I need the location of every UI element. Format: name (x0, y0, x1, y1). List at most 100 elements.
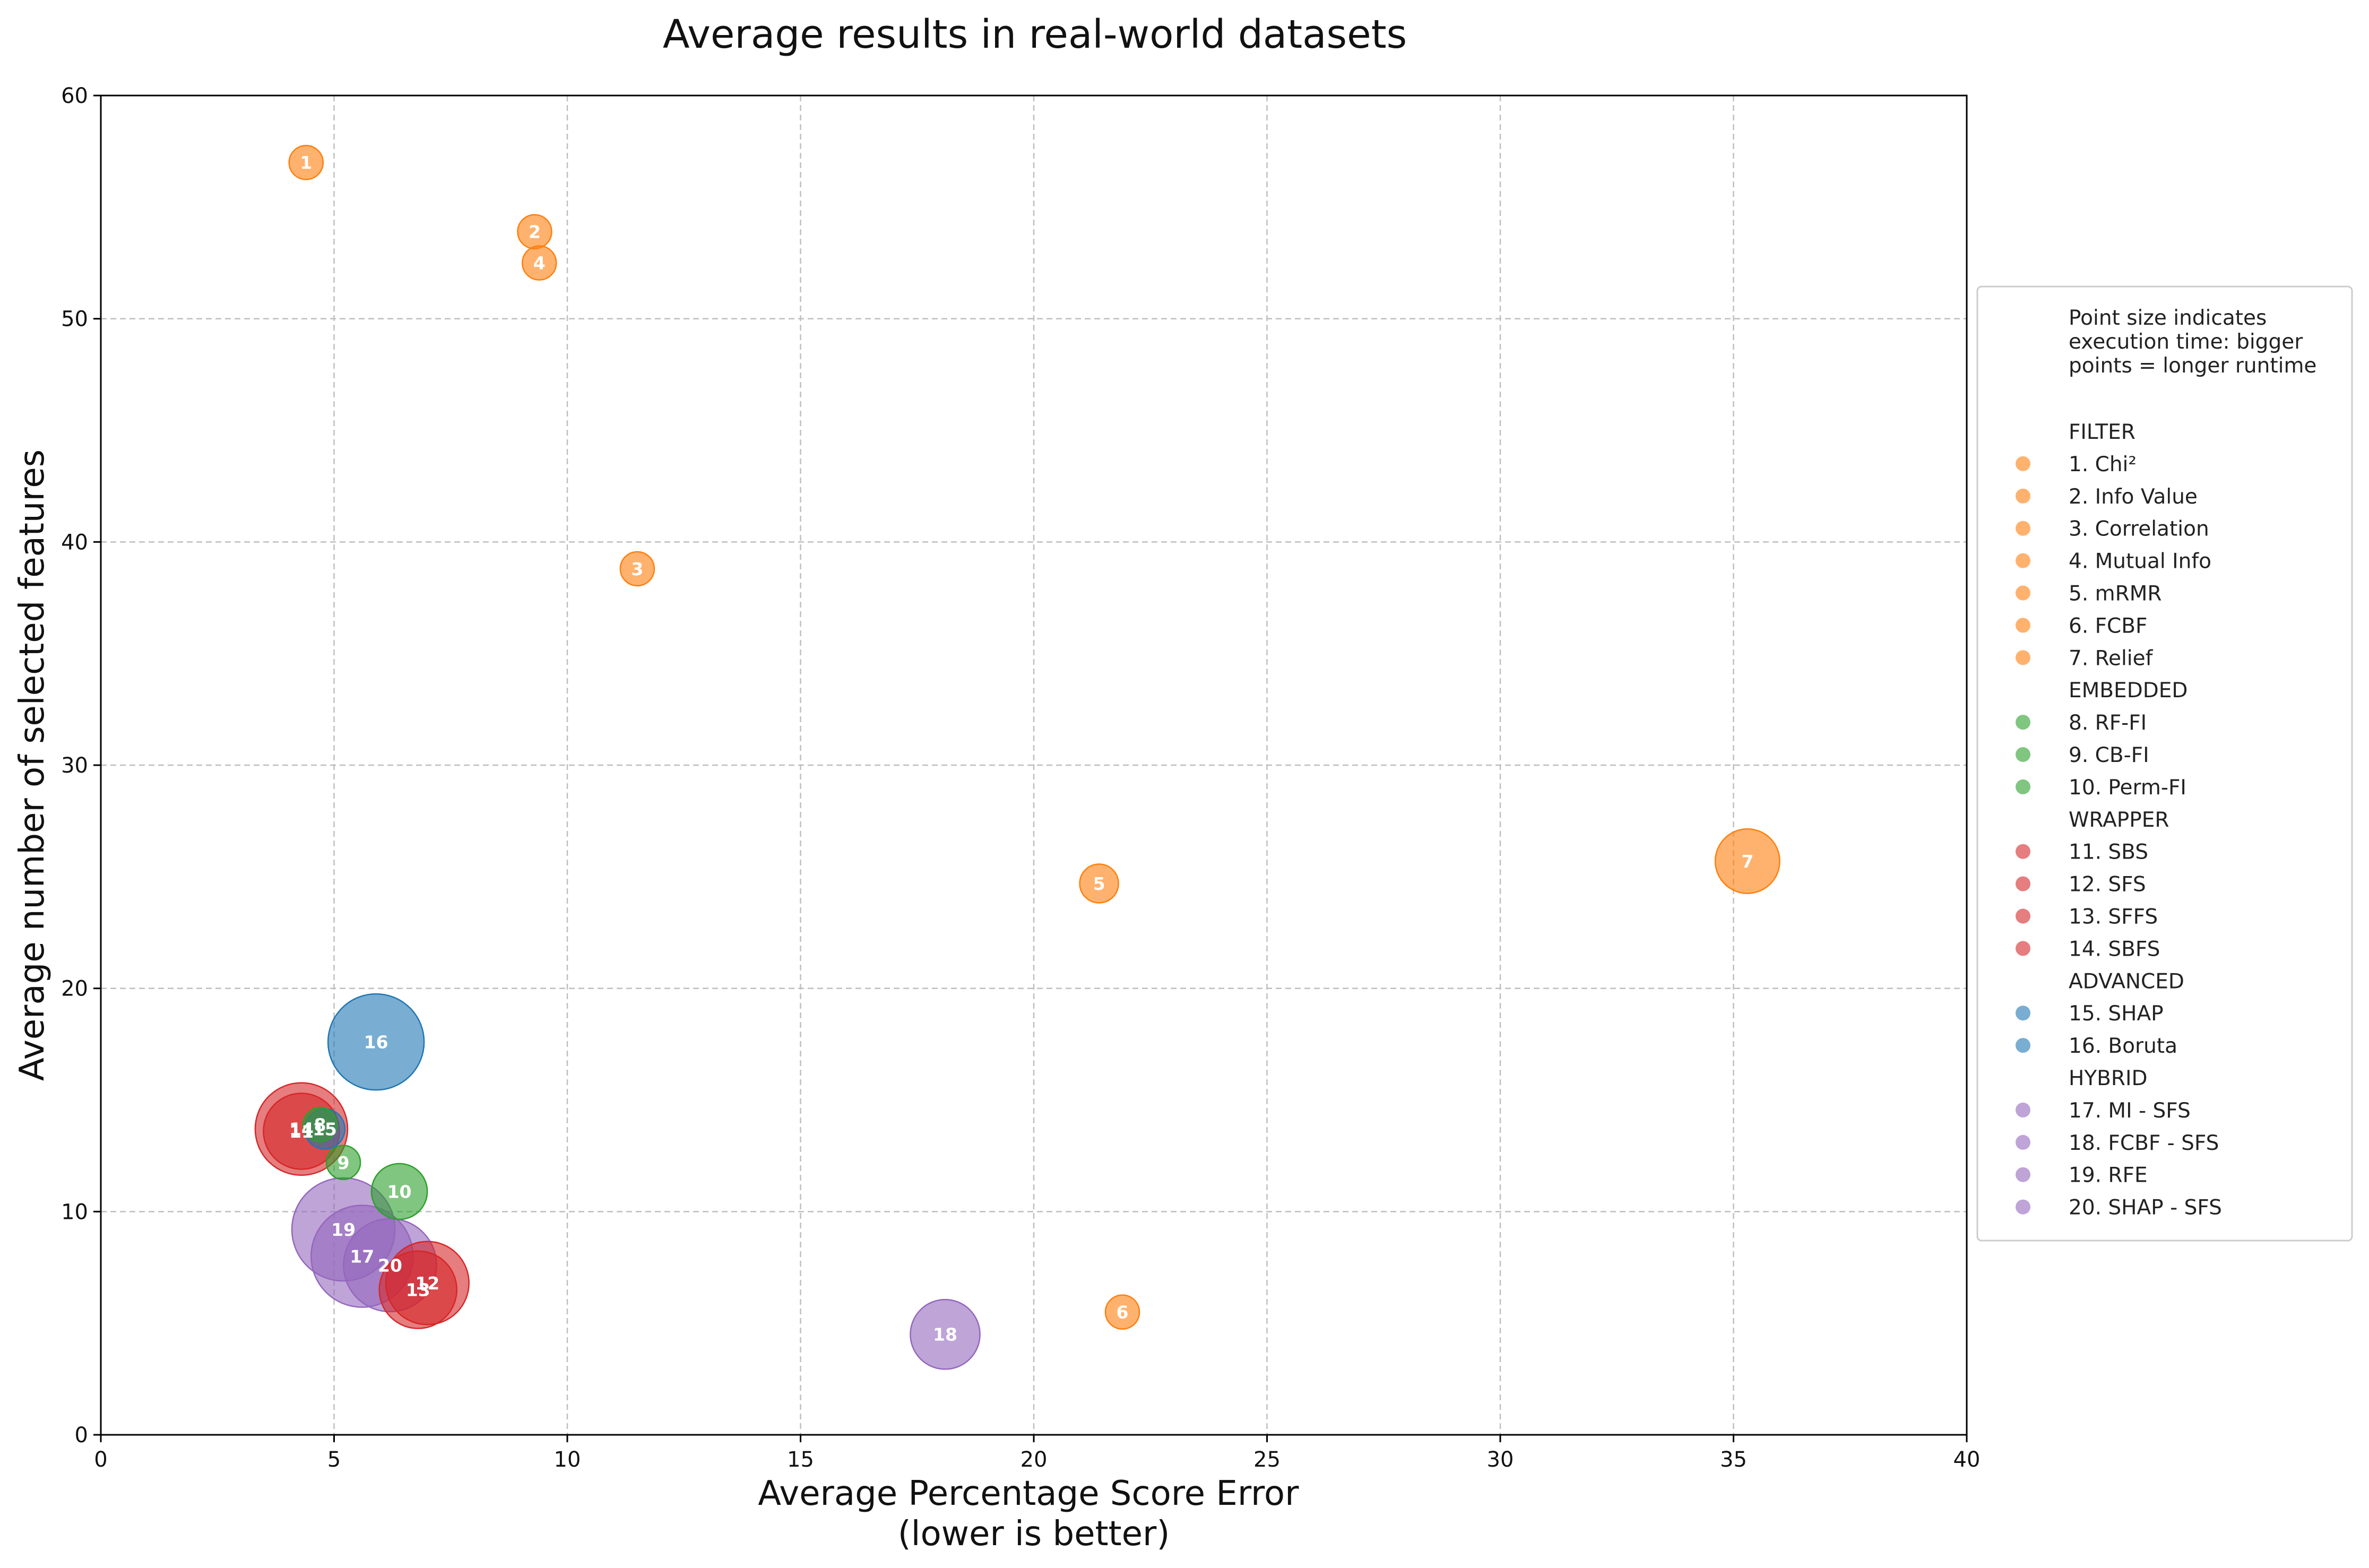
data-points (254, 144, 1780, 1370)
point-label-14: 14 (289, 1119, 314, 1140)
point-16 (327, 993, 425, 1091)
y-tick-label: 20 (61, 977, 88, 1001)
legend-marker (2016, 650, 2030, 665)
y-axis-label: Average number of selected features (13, 449, 52, 1081)
point-label-13: 13 (406, 1280, 430, 1301)
point-8 (302, 1107, 338, 1142)
legend-item: 5. mRMR (2069, 582, 2162, 606)
legend-item: 16. Boruta (2069, 1034, 2177, 1058)
legend-marker (2016, 1167, 2030, 1182)
legend-entries: FILTER 1. Chi² 2. Info Value 3. Correlation… (2016, 420, 2222, 1220)
legend-item: 11. SBS (2069, 841, 2148, 864)
point-5 (1079, 863, 1119, 904)
x-axis-label-line-1: Average Percentage Score Error (758, 1474, 1299, 1513)
x-tick-label: 40 (1953, 1448, 1981, 1472)
legend-marker (2016, 618, 2030, 633)
point-label-17: 17 (350, 1246, 374, 1267)
legend-item: 10. Perm-FI (2069, 776, 2186, 800)
legend-marker (2016, 941, 2030, 956)
legend-note-line: execution time: bigger (2069, 330, 2303, 354)
point-9 (325, 1145, 361, 1181)
y-tick-label: 30 (61, 753, 88, 778)
point-label-5: 5 (1093, 873, 1105, 894)
x-axis-label-line-2: (lower is better) (898, 1514, 1170, 1554)
legend-category-advanced: ADVANCED (2069, 969, 2184, 993)
legend-category-wrapper: WRAPPER (2069, 808, 2169, 832)
legend-note-line: points = longer runtime (2069, 354, 2316, 378)
y-tick-label: 40 (61, 530, 88, 555)
point-label-15: 15 (313, 1119, 337, 1140)
legend-marker (2016, 779, 2030, 794)
point-label-18: 18 (933, 1324, 957, 1345)
x-tick-label: 5 (327, 1448, 341, 1472)
point-label-20: 20 (378, 1255, 402, 1276)
y-tick-label: 0 (75, 1423, 88, 1448)
point-label-12: 12 (415, 1273, 439, 1294)
legend-marker (2016, 747, 2030, 762)
point-label-6: 6 (1117, 1302, 1129, 1323)
legend-note-text: Point size indicates execution time: bigg… (2069, 306, 2316, 378)
y-tick-label: 60 (61, 84, 88, 108)
point-1 (288, 144, 324, 180)
legend-category-filter: FILTER (2069, 420, 2135, 444)
legend-item: 3. Correlation (2069, 517, 2209, 541)
legend-marker (2016, 715, 2030, 730)
legend-marker (2016, 521, 2030, 536)
x-tick-label: 15 (787, 1448, 814, 1472)
y-tick-label: 50 (61, 307, 88, 332)
legend-item: 17. MI - SFS (2069, 1099, 2191, 1123)
point-label-2: 2 (529, 222, 541, 242)
point-7 (1714, 828, 1780, 894)
x-tick-label: 0 (94, 1448, 107, 1472)
point-label-7: 7 (1741, 851, 1753, 872)
legend-item: 7. Relief (2069, 646, 2154, 670)
point-label-16: 16 (364, 1032, 388, 1053)
legend-category-hybrid: HYBRID (2069, 1067, 2148, 1090)
legend-item: 1. Chi² (2069, 453, 2137, 477)
legend-item: 8. RF-FI (2069, 711, 2147, 735)
point-13 (378, 1250, 457, 1329)
legend-marker (2016, 488, 2030, 504)
point-label-3: 3 (631, 559, 643, 579)
x-tick-label: 25 (1253, 1448, 1281, 1472)
point-3 (619, 551, 655, 587)
legend-item: 2. Info Value (2069, 485, 2198, 509)
y-tick-label: 10 (61, 1200, 88, 1224)
point-18 (910, 1298, 981, 1370)
point-label-4: 4 (533, 253, 546, 274)
point-10 (370, 1163, 428, 1220)
legend-marker (2016, 1199, 2030, 1215)
point-label-1: 1 (300, 152, 312, 173)
legend-item: 14. SBFS (2069, 937, 2160, 961)
x-tick-label: 20 (1021, 1448, 1048, 1472)
legend-item: 19. RFE (2069, 1164, 2148, 1188)
legend-item: 20. SHAP - SFS (2069, 1196, 2222, 1220)
point-label-8: 8 (314, 1114, 326, 1135)
legend-note-line: Point size indicates (2069, 306, 2267, 330)
x-tick-label: 10 (554, 1448, 581, 1472)
legend-size-note: Point size indicates execution time: bigg… (2069, 306, 2316, 378)
x-tick-label: 30 (1487, 1448, 1514, 1472)
legend-item: 13. SFFS (2069, 905, 2158, 929)
legend-category-embedded: EMBEDDED (2069, 679, 2188, 703)
legend-marker (2016, 1006, 2030, 1021)
point-label-11: 11 (289, 1121, 314, 1142)
point-label-9: 9 (338, 1153, 350, 1173)
legend-item: 9. CB-FI (2069, 743, 2149, 767)
legend-item: 4. Mutual Info (2069, 550, 2211, 574)
legend-marker (2016, 844, 2030, 859)
legend-marker (2016, 1102, 2030, 1117)
x-axis-label: Average Percentage Score Error (lower is… (758, 1474, 1309, 1554)
point-4 (522, 245, 557, 281)
legend-marker (2016, 1134, 2030, 1150)
legend: Point size indicates execution time: bigg… (1976, 285, 2353, 1242)
legend-marker (2016, 908, 2030, 924)
legend-item: 18. FCBF - SFS (2069, 1131, 2219, 1155)
legend-box (1976, 285, 2353, 1242)
point-label-19: 19 (331, 1219, 356, 1240)
legend-item: 15. SHAP (2069, 1002, 2164, 1026)
x-tick-label: 35 (1720, 1448, 1747, 1472)
